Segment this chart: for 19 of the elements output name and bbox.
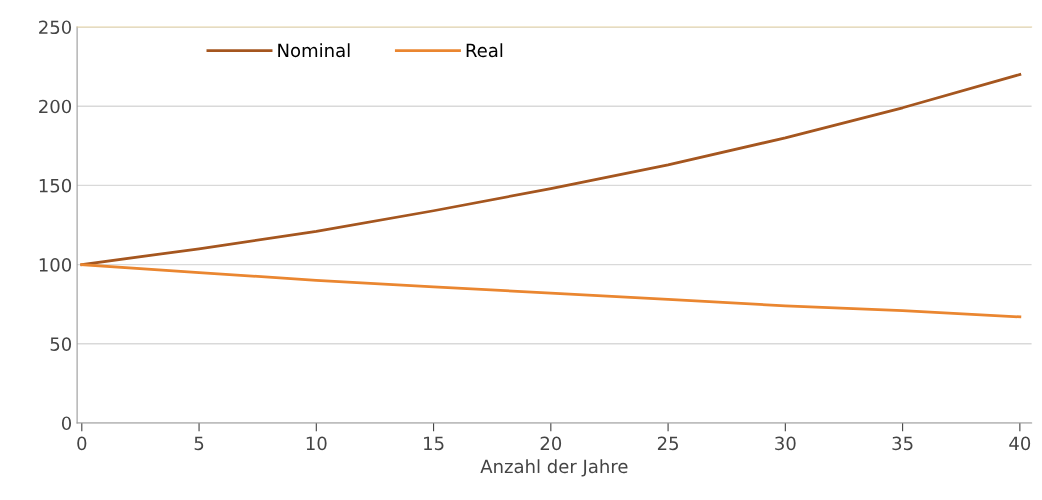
y-tick-label: 0 xyxy=(61,416,72,431)
x-tick-label: 15 xyxy=(424,436,444,451)
y-tick-label: 50 xyxy=(50,337,72,351)
line-series xyxy=(80,263,1022,319)
x-axis-title: Anzahl der Jahre xyxy=(480,459,628,477)
y-tick-label: 250 xyxy=(39,20,72,35)
y-tick-label: 200 xyxy=(39,99,72,114)
y-tick-label: 100 xyxy=(39,258,72,272)
x-tick-label: 35 xyxy=(892,436,913,451)
x-tick-label: 30 xyxy=(775,436,796,451)
x-tick-label: 25 xyxy=(657,436,678,451)
x-tick-label: 20 xyxy=(540,436,562,451)
x-tick-label: 5 xyxy=(194,436,204,451)
legend-label: Real xyxy=(466,43,503,58)
legend-label: Nominal xyxy=(278,43,350,58)
x-tick-label: 0 xyxy=(77,436,87,451)
x-tick-label: 40 xyxy=(1009,436,1031,451)
y-tick-label: 150 xyxy=(39,178,72,193)
x-tick-label: 10 xyxy=(306,436,327,451)
